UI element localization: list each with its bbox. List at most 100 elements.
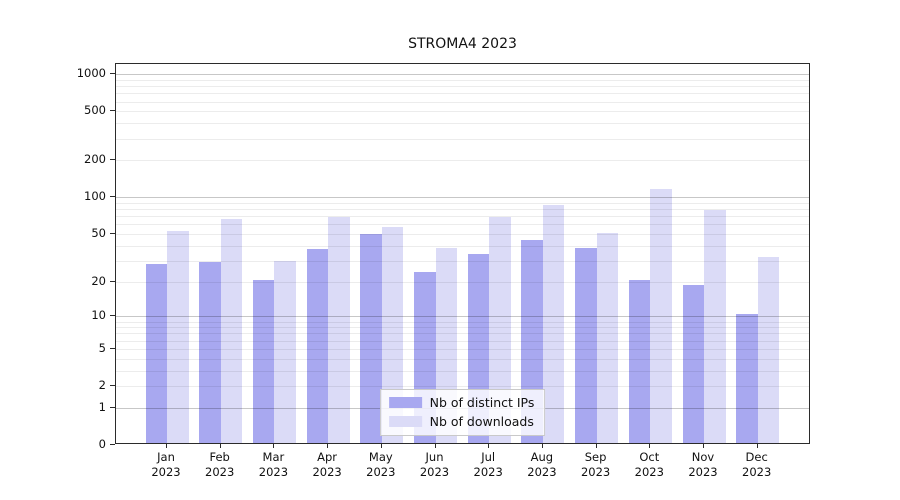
x-tick-label-jan: Jan 2023	[151, 450, 181, 479]
gridline-20	[116, 281, 809, 283]
y-tick-label-1: 1	[98, 399, 106, 414]
x-tick-apr	[327, 444, 329, 448]
bar-downloads-jul	[489, 216, 511, 443]
bar-downloads-oct	[650, 188, 672, 443]
chart-title: STROMA4 2023	[408, 36, 517, 52]
y-tick-500	[110, 110, 115, 112]
y-tick-2	[110, 385, 115, 387]
x-tick-mar	[273, 444, 275, 448]
y-axis: 0 1 2 5 10 20 50 100 200 500 1000	[0, 63, 115, 451]
bar-downloads-aug	[542, 204, 565, 443]
x-tick-label-dec: Dec 2023	[742, 450, 772, 479]
x-tick-may	[380, 444, 382, 448]
bar-ips-sep	[575, 247, 597, 443]
gridline-800	[116, 86, 809, 88]
legend-swatch-downloads	[388, 416, 422, 427]
gridline-300	[116, 138, 809, 140]
y-tick-label-500: 500	[84, 103, 106, 118]
legend-item-distinct-ips: Nb of distinct IPs	[388, 395, 535, 410]
bar-downloads-dec	[757, 257, 780, 443]
y-tick-20	[110, 280, 115, 282]
gridline-900	[116, 79, 809, 81]
gridline-30	[116, 260, 809, 262]
gridline-40	[116, 245, 809, 247]
gridline-500	[116, 111, 809, 113]
gridline-200	[116, 160, 809, 162]
y-tick-100	[110, 196, 115, 198]
y-tick-1	[110, 406, 115, 408]
legend-item-downloads: Nb of downloads	[388, 414, 535, 429]
legend-swatch-distinct-ips	[388, 397, 422, 408]
gridline-80	[116, 209, 809, 211]
bar-ips-jan	[145, 264, 167, 443]
gridline-100	[116, 197, 809, 199]
y-tick-1000	[110, 73, 115, 75]
y-tick-50	[110, 233, 115, 234]
x-tick-nov	[703, 444, 704, 448]
legend: Nb of distinct IPs Nb of downloads	[379, 389, 546, 436]
gridline-700	[116, 93, 809, 95]
gridline-9	[116, 321, 809, 323]
bar-ips-oct	[628, 279, 651, 443]
bar-ips-may	[360, 234, 382, 443]
gridline-5	[116, 348, 809, 350]
x-tick-label-jul: Jul 2023	[473, 450, 503, 479]
y-tick-label-10: 10	[91, 308, 106, 323]
plot-area: Nb of distinct IPs Nb of downloads	[115, 63, 810, 444]
x-tick-jan	[166, 444, 167, 448]
bar-downloads-mar	[274, 260, 296, 443]
x-tick-label-may: May 2023	[366, 450, 396, 479]
x-tick-label-feb: Feb 2023	[205, 450, 235, 479]
bar-ips-apr	[306, 249, 329, 443]
y-tick-0	[110, 444, 115, 445]
y-tick-label-200: 200	[84, 152, 106, 167]
x-axis: Jan 2023 Feb 2023 Mar 2023 Apr 2023 May 2023 Jun 20…	[115, 444, 810, 494]
x-tick-label-nov: Nov 2023	[688, 450, 718, 479]
y-tick-200	[110, 159, 115, 161]
bar-ips-feb	[199, 262, 221, 443]
x-tick-label-mar: Mar 2023	[258, 450, 289, 479]
bar-downloads-nov	[704, 209, 726, 443]
y-tick-label-100: 100	[84, 189, 106, 204]
x-tick-feb	[219, 444, 221, 448]
gridline-7	[116, 333, 809, 335]
bar-ips-nov	[682, 285, 704, 443]
gridline-4	[116, 358, 809, 360]
x-tick-dec	[756, 444, 758, 448]
legend-label-downloads: Nb of downloads	[429, 414, 534, 429]
x-tick-jul	[488, 444, 490, 448]
y-tick-label-20: 20	[91, 273, 106, 288]
gridline-2	[116, 386, 809, 388]
y-tick-label-5: 5	[98, 340, 106, 355]
bar-downloads-feb	[220, 219, 243, 443]
x-tick-label-oct: Oct 2023	[634, 450, 664, 479]
x-tick-label-apr: Apr 2023	[312, 450, 342, 479]
bar-ips-dec	[736, 314, 758, 443]
x-tick-sep	[595, 444, 597, 448]
gridline-10	[116, 316, 809, 318]
y-tick-label-2: 2	[98, 378, 106, 393]
gridline-70	[116, 216, 809, 218]
y-tick-label-1000: 1000	[76, 66, 106, 81]
y-tick-10	[110, 315, 115, 317]
x-tick-oct	[649, 444, 651, 448]
legend-label-distinct-ips: Nb of distinct IPs	[429, 395, 535, 410]
bar-ips-mar	[252, 279, 275, 443]
gridline-50	[116, 234, 809, 235]
y-tick-label-50: 50	[91, 226, 106, 241]
x-tick-label-sep: Sep 2023	[580, 450, 611, 479]
x-tick-label-aug: Aug 2023	[527, 450, 557, 479]
y-tick-5	[110, 347, 115, 349]
x-tick-label-jun: Jun 2023	[419, 450, 450, 479]
x-tick-aug	[541, 444, 543, 448]
gridline-3	[116, 370, 809, 372]
x-tick-jun	[434, 444, 436, 448]
gridline-400	[116, 123, 809, 125]
y-tick-label-0: 0	[98, 437, 106, 451]
bar-downloads-sep	[596, 233, 619, 443]
gridline-60	[116, 224, 809, 226]
gridline-90	[116, 203, 809, 204]
gridline-600	[116, 101, 809, 103]
bar-downloads-jan	[167, 231, 189, 443]
